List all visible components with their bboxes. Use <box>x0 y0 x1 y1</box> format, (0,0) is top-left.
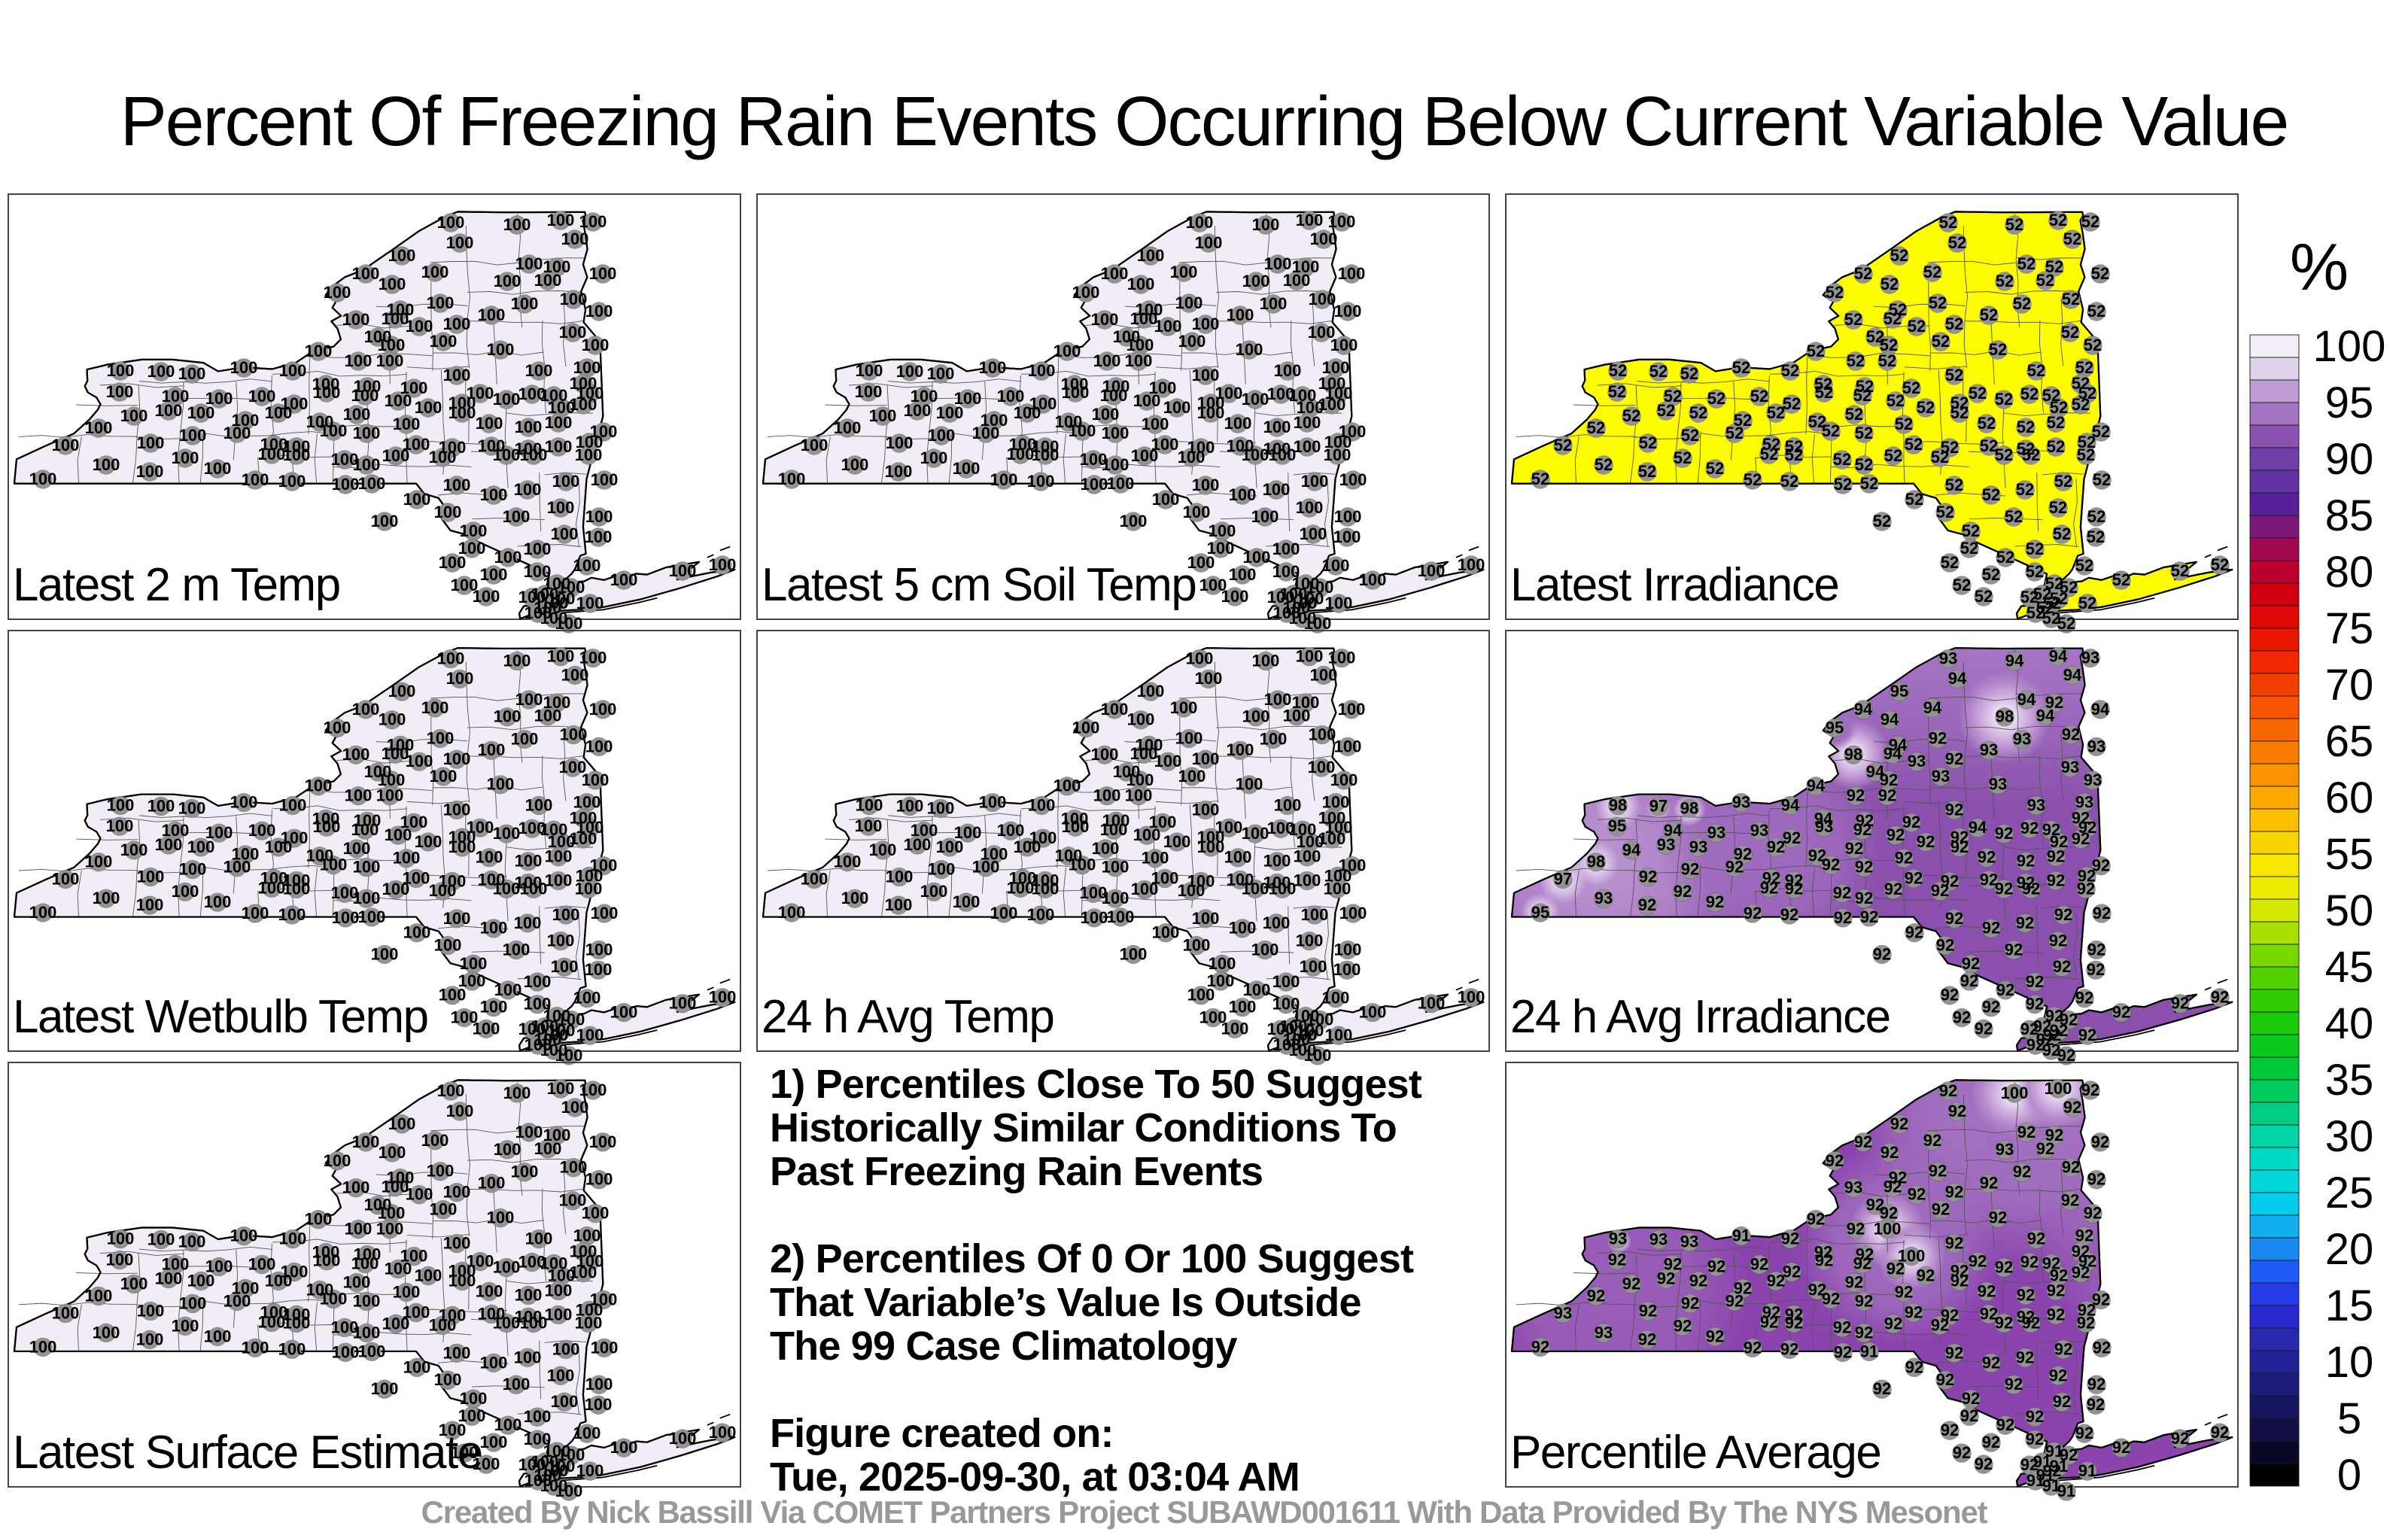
svg-text:10: 10 <box>2325 1338 2374 1387</box>
svg-text:75: 75 <box>2325 604 2374 653</box>
svg-text:80: 80 <box>2325 548 2374 597</box>
svg-text:65: 65 <box>2325 717 2374 766</box>
svg-text:20: 20 <box>2325 1225 2374 1274</box>
svg-text:25: 25 <box>2325 1169 2374 1217</box>
svg-text:15: 15 <box>2325 1281 2374 1330</box>
svg-text:95: 95 <box>2325 378 2374 427</box>
svg-text:70: 70 <box>2325 661 2374 710</box>
svg-text:60: 60 <box>2325 774 2374 822</box>
svg-text:5: 5 <box>2337 1394 2361 1443</box>
svg-text:0: 0 <box>2337 1451 2361 1500</box>
svg-text:85: 85 <box>2325 491 2374 540</box>
svg-text:55: 55 <box>2325 830 2374 879</box>
svg-text:%: % <box>2290 229 2349 304</box>
svg-text:100: 100 <box>2313 322 2386 371</box>
svg-text:30: 30 <box>2325 1112 2374 1161</box>
svg-text:50: 50 <box>2325 886 2374 935</box>
svg-text:40: 40 <box>2325 999 2374 1048</box>
svg-text:35: 35 <box>2325 1056 2374 1105</box>
svg-text:90: 90 <box>2325 435 2374 484</box>
svg-text:45: 45 <box>2325 943 2374 992</box>
